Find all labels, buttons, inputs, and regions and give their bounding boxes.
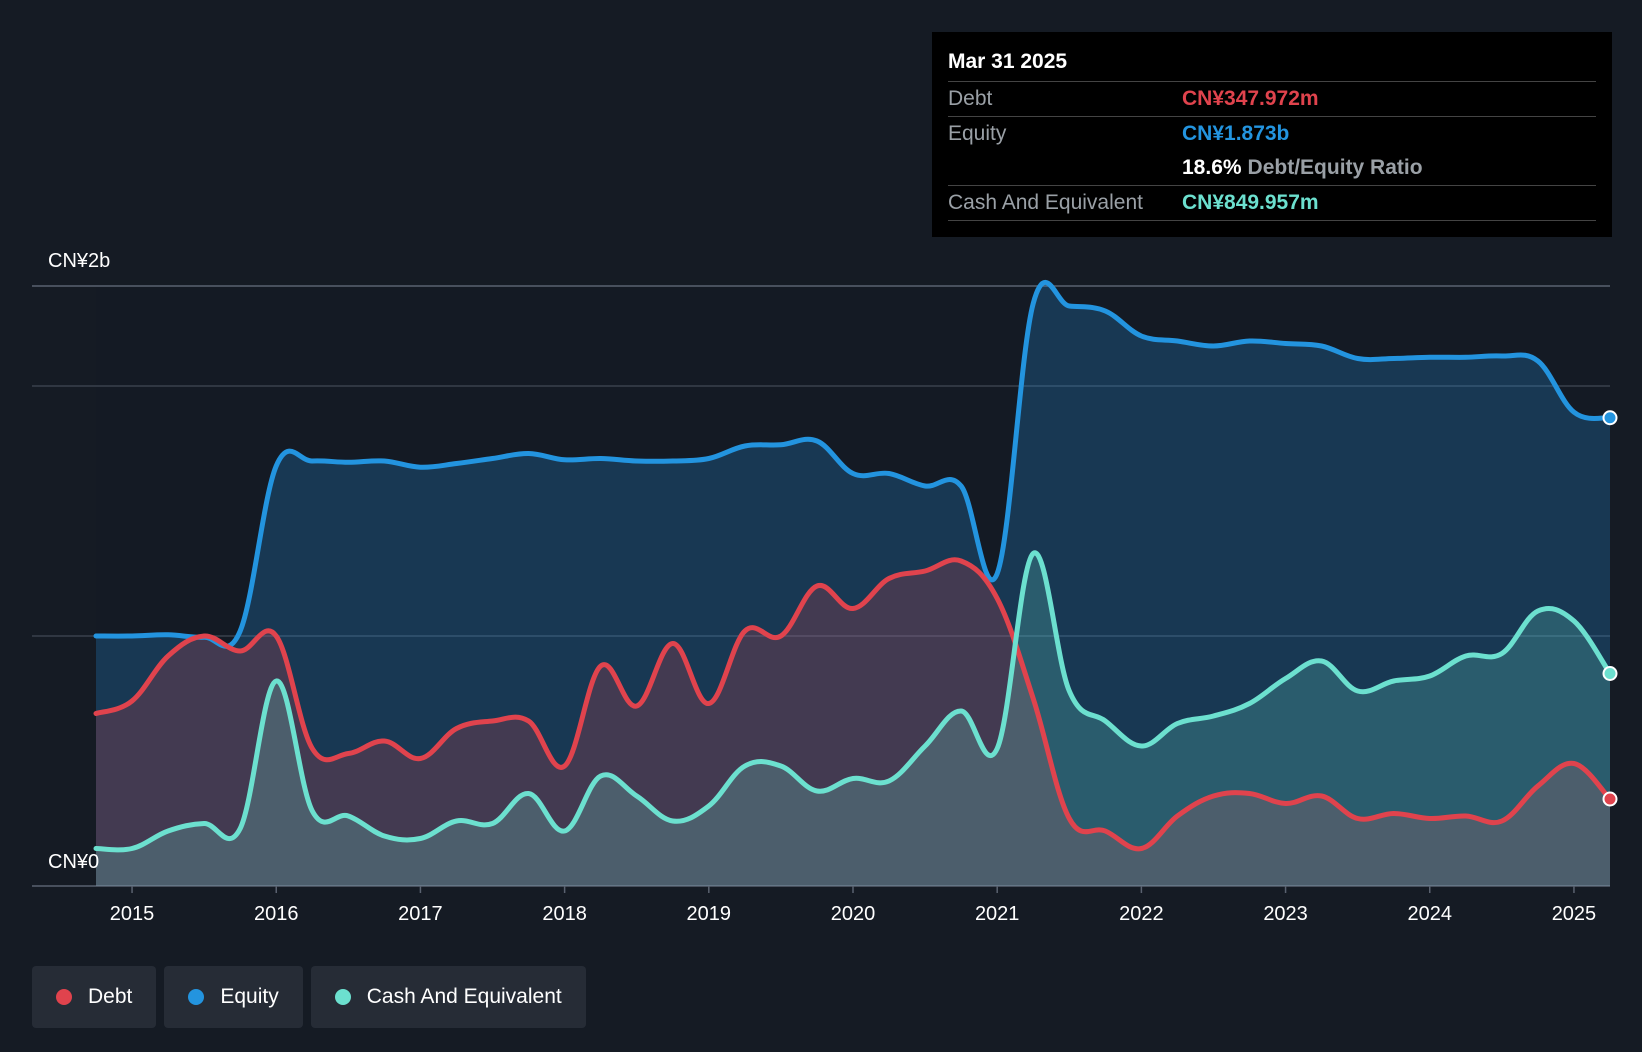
legend-equity-label: Equity <box>220 985 279 1008</box>
cash-and-equivalent-endpoint <box>1602 666 1618 681</box>
series-areas <box>96 282 1610 886</box>
cash-dot-icon <box>334 989 351 1005</box>
x-tick-label: 2021 <box>975 903 1020 925</box>
legend-debt-label: Debt <box>88 985 133 1008</box>
x-tick-label: 2018 <box>542 903 587 925</box>
x-tick-label: 2025 <box>1552 903 1597 925</box>
tooltip-ratio-value: 18.6% <box>1182 156 1242 179</box>
series-lines <box>93 280 1613 853</box>
legend-cash-label: Cash And Equivalent <box>366 985 562 1008</box>
x-tick-label: 2020 <box>831 903 876 925</box>
tooltip-ratio-label: Debt/Equity Ratio <box>1247 156 1423 179</box>
tooltip-equity-value: CN¥1.873b <box>1182 122 1290 145</box>
legend-item-equity[interactable]: Equity <box>164 966 303 1028</box>
legend-item-cash[interactable]: Cash And Equivalent <box>310 966 586 1028</box>
x-tick-label: 2023 <box>1263 903 1308 925</box>
tooltip-equity-row: Equity CN¥1.873b <box>948 117 1596 151</box>
x-tick-label: 2015 <box>110 903 155 925</box>
tooltip: Mar 31 2025 Debt CN¥347.972m Equity CN¥1… <box>932 32 1612 237</box>
legend: Debt Equity Cash And Equivalent <box>32 966 586 1028</box>
x-axis-ticks: 2015 2016 2017 2018 2019 2020 2021 2022 2023 2024… <box>110 886 1596 925</box>
x-tick-label: 2019 <box>687 903 732 925</box>
tooltip-debt-row: Debt CN¥347.972m <box>948 82 1596 117</box>
tooltip-cash-value: CN¥849.957m <box>1182 191 1319 214</box>
tooltip-debt-value: CN¥347.972m <box>1182 87 1319 110</box>
y-axis-min-label: CN¥0 <box>48 851 100 873</box>
x-tick-label: 2022 <box>1119 903 1164 925</box>
debt-line <box>93 557 1613 852</box>
y-axis-max-label: CN¥2b <box>48 250 111 272</box>
equity-area <box>96 282 1610 886</box>
equity-endpoint <box>1602 410 1618 426</box>
tooltip-ratio-row: 18.6% Debt/Equity Ratio <box>948 151 1596 186</box>
debt-area <box>96 559 1610 886</box>
tooltip-date: Mar 31 2025 <box>948 46 1596 82</box>
equity-line <box>93 280 1613 649</box>
series-endpoints <box>1602 410 1618 807</box>
tooltip-cash-label: Cash And Equivalent <box>948 191 1143 214</box>
tooltip-equity-label: Equity <box>948 122 1007 145</box>
debt-endpoint <box>1602 791 1618 807</box>
x-tick-label: 2016 <box>254 903 299 925</box>
tooltip-debt-label: Debt <box>948 87 993 110</box>
legend-item-debt[interactable]: Debt <box>32 966 157 1028</box>
cash-and-equivalent-line <box>93 550 1613 853</box>
debt-dot-icon <box>56 989 72 1005</box>
x-tick-label: 2017 <box>398 903 443 925</box>
x-tick-label: 2024 <box>1408 903 1453 925</box>
equity-dot-icon <box>188 989 205 1005</box>
gridlines <box>32 285 1610 887</box>
cash-and-equivalent-area <box>96 552 1610 886</box>
tooltip-cash-row: Cash And Equivalent CN¥849.957m <box>948 186 1596 221</box>
